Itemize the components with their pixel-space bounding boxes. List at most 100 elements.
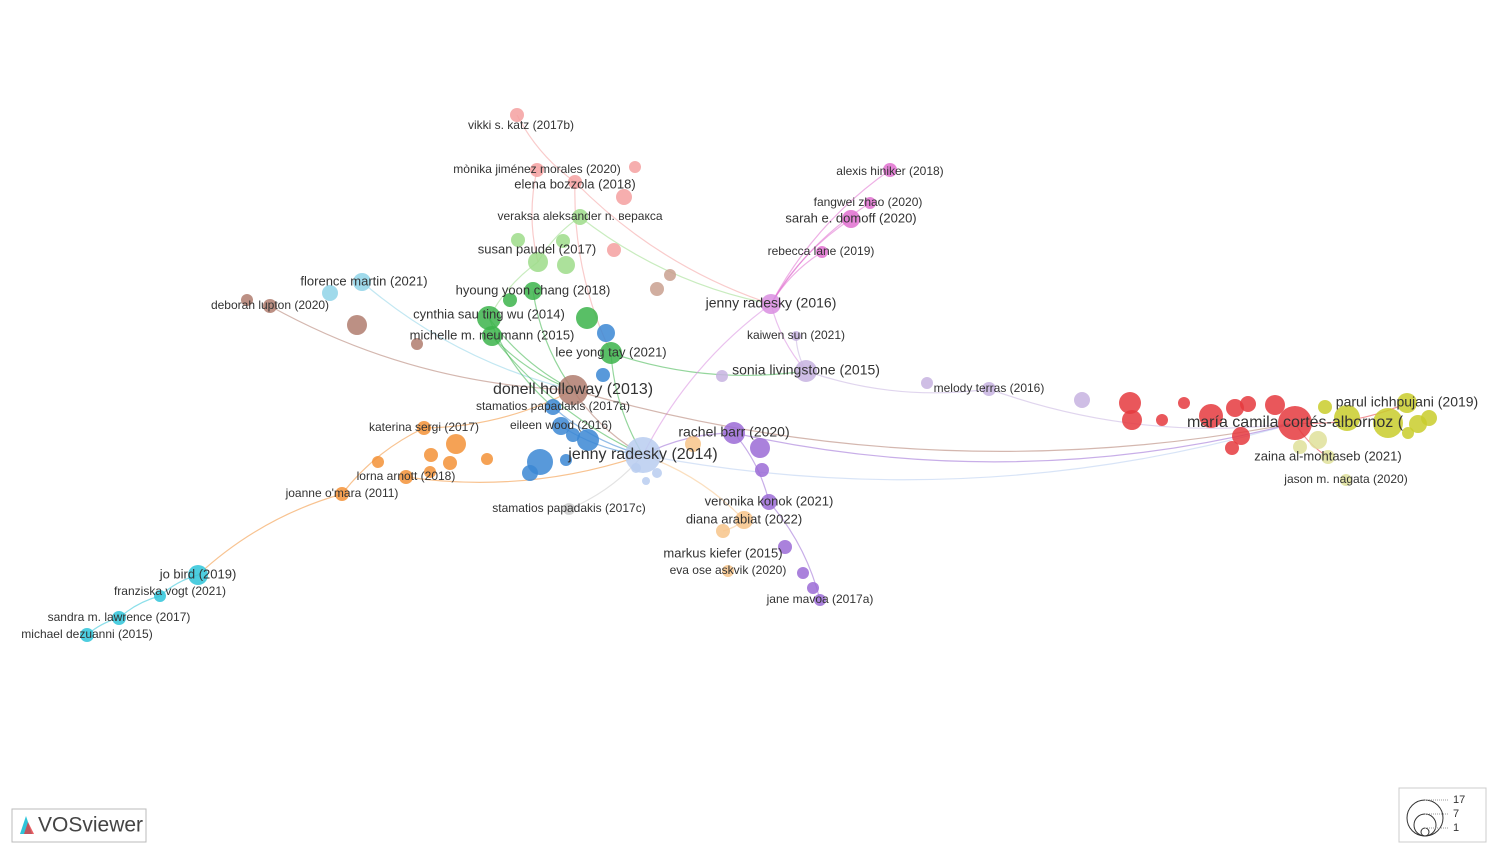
node-label: diana arabiat (2022) xyxy=(686,511,802,526)
edge xyxy=(361,281,574,391)
node xyxy=(424,448,438,462)
logo-box xyxy=(11,808,147,843)
node xyxy=(424,466,436,478)
edge xyxy=(516,114,576,183)
node xyxy=(650,282,664,296)
node xyxy=(482,326,502,346)
edge xyxy=(770,218,852,305)
node xyxy=(528,252,548,272)
node xyxy=(864,197,876,209)
node xyxy=(625,437,661,473)
node xyxy=(1293,440,1307,454)
node xyxy=(816,246,828,258)
logo-icon xyxy=(24,822,34,834)
node xyxy=(664,269,676,281)
edge xyxy=(423,389,574,429)
node xyxy=(556,234,570,248)
node xyxy=(503,293,517,307)
node xyxy=(883,163,897,177)
node-label: lee yong tay (2021) xyxy=(555,344,666,359)
node-label: michael dezuanni (2015) xyxy=(21,627,152,641)
node-label: alexis hiniker (2018) xyxy=(836,164,943,178)
node-label: veronika konok (2021) xyxy=(705,493,834,508)
node-label: parul ichhpujani (2019) xyxy=(1336,394,1478,410)
edge xyxy=(610,352,807,376)
node xyxy=(557,256,575,274)
edge xyxy=(642,422,1296,481)
node xyxy=(795,360,817,382)
node xyxy=(791,331,801,341)
node xyxy=(566,428,580,442)
node xyxy=(761,294,781,314)
node xyxy=(1340,474,1352,486)
node-label: jane mavoa (2017a) xyxy=(766,592,874,606)
node xyxy=(572,209,588,225)
nodes xyxy=(80,108,1437,642)
node-label: sandra m. lawrence (2017) xyxy=(48,610,191,624)
node-label: donell holloway (2013) xyxy=(493,381,653,398)
node-label: veraksa aleksander n. веракса xyxy=(497,209,662,223)
node-label: lorna arnott (2018) xyxy=(357,469,456,483)
node-label: michelle m. neumann (2015) xyxy=(410,327,575,342)
node xyxy=(154,590,166,602)
legend-value: 17 xyxy=(1453,794,1465,806)
node xyxy=(322,285,338,301)
node xyxy=(597,324,615,342)
node xyxy=(335,487,349,501)
node xyxy=(443,456,457,470)
node xyxy=(761,494,777,510)
node xyxy=(481,453,493,465)
node xyxy=(1074,392,1090,408)
node-label: hyoung yoon chang (2018) xyxy=(456,282,611,297)
edge xyxy=(574,181,772,305)
node xyxy=(600,342,622,364)
node-label: jo bird (2019) xyxy=(159,566,237,581)
node xyxy=(982,382,996,396)
node xyxy=(1178,397,1190,409)
node xyxy=(530,163,544,177)
node xyxy=(1119,392,1141,414)
node xyxy=(921,377,933,389)
node xyxy=(1421,410,1437,426)
node-label: stamatios papadakis (2017c) xyxy=(492,501,645,515)
node xyxy=(241,294,253,306)
node-label: kaiwen sun (2021) xyxy=(747,328,845,342)
node xyxy=(1226,399,1244,417)
node xyxy=(616,189,632,205)
edge xyxy=(405,454,644,483)
edge xyxy=(572,389,1296,452)
node xyxy=(552,417,570,435)
node xyxy=(510,108,524,122)
node xyxy=(353,273,371,291)
legend-value: 1 xyxy=(1453,822,1459,834)
edge xyxy=(770,169,891,305)
node xyxy=(1402,427,1414,439)
node xyxy=(797,567,809,579)
node-label: zaina al-mohtaseb (2021) xyxy=(1254,448,1401,463)
edge xyxy=(805,370,990,394)
node xyxy=(372,456,384,468)
node xyxy=(417,421,431,435)
legend-value: 7 xyxy=(1453,808,1459,820)
node-label: fangwei zhao (2020) xyxy=(814,195,923,209)
node-label: jenny radesky (2016) xyxy=(705,295,837,311)
node xyxy=(563,503,575,515)
node xyxy=(112,611,126,625)
node xyxy=(1334,405,1360,431)
node xyxy=(1373,408,1403,438)
node xyxy=(263,299,277,313)
node xyxy=(723,422,745,444)
node xyxy=(814,594,826,606)
node xyxy=(685,436,701,452)
node xyxy=(716,524,730,538)
edge xyxy=(642,303,772,456)
node xyxy=(1232,427,1250,445)
node xyxy=(1122,410,1142,430)
node xyxy=(642,477,650,485)
node xyxy=(558,375,588,405)
node xyxy=(596,368,610,382)
node xyxy=(1278,406,1312,440)
node-label: florence martin (2021) xyxy=(300,273,427,288)
